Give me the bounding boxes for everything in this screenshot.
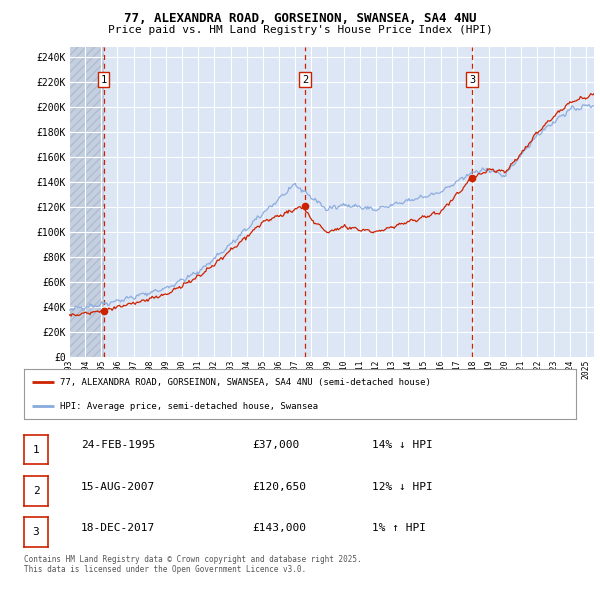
Text: 24-FEB-1995: 24-FEB-1995 (81, 441, 155, 450)
Text: 3: 3 (32, 527, 40, 537)
Text: 1% ↑ HPI: 1% ↑ HPI (372, 523, 426, 533)
Text: 18-DEC-2017: 18-DEC-2017 (81, 523, 155, 533)
Text: 77, ALEXANDRA ROAD, GORSEINON, SWANSEA, SA4 4NU: 77, ALEXANDRA ROAD, GORSEINON, SWANSEA, … (124, 12, 476, 25)
Text: £143,000: £143,000 (252, 523, 306, 533)
Text: 14% ↓ HPI: 14% ↓ HPI (372, 441, 433, 450)
Text: 77, ALEXANDRA ROAD, GORSEINON, SWANSEA, SA4 4NU (semi-detached house): 77, ALEXANDRA ROAD, GORSEINON, SWANSEA, … (60, 378, 431, 387)
Text: £37,000: £37,000 (252, 441, 299, 450)
Text: 15-AUG-2007: 15-AUG-2007 (81, 482, 155, 491)
Text: 2: 2 (302, 75, 308, 85)
Text: £120,650: £120,650 (252, 482, 306, 491)
Text: 12% ↓ HPI: 12% ↓ HPI (372, 482, 433, 491)
Text: 2: 2 (32, 486, 40, 496)
Text: Contains HM Land Registry data © Crown copyright and database right 2025.
This d: Contains HM Land Registry data © Crown c… (24, 555, 362, 574)
Bar (69, 47, 104, 357)
Text: 1: 1 (32, 445, 40, 454)
Text: 1: 1 (101, 75, 107, 85)
Text: HPI: Average price, semi-detached house, Swansea: HPI: Average price, semi-detached house,… (60, 402, 318, 411)
Text: 3: 3 (469, 75, 475, 85)
Text: Price paid vs. HM Land Registry's House Price Index (HPI): Price paid vs. HM Land Registry's House … (107, 25, 493, 35)
